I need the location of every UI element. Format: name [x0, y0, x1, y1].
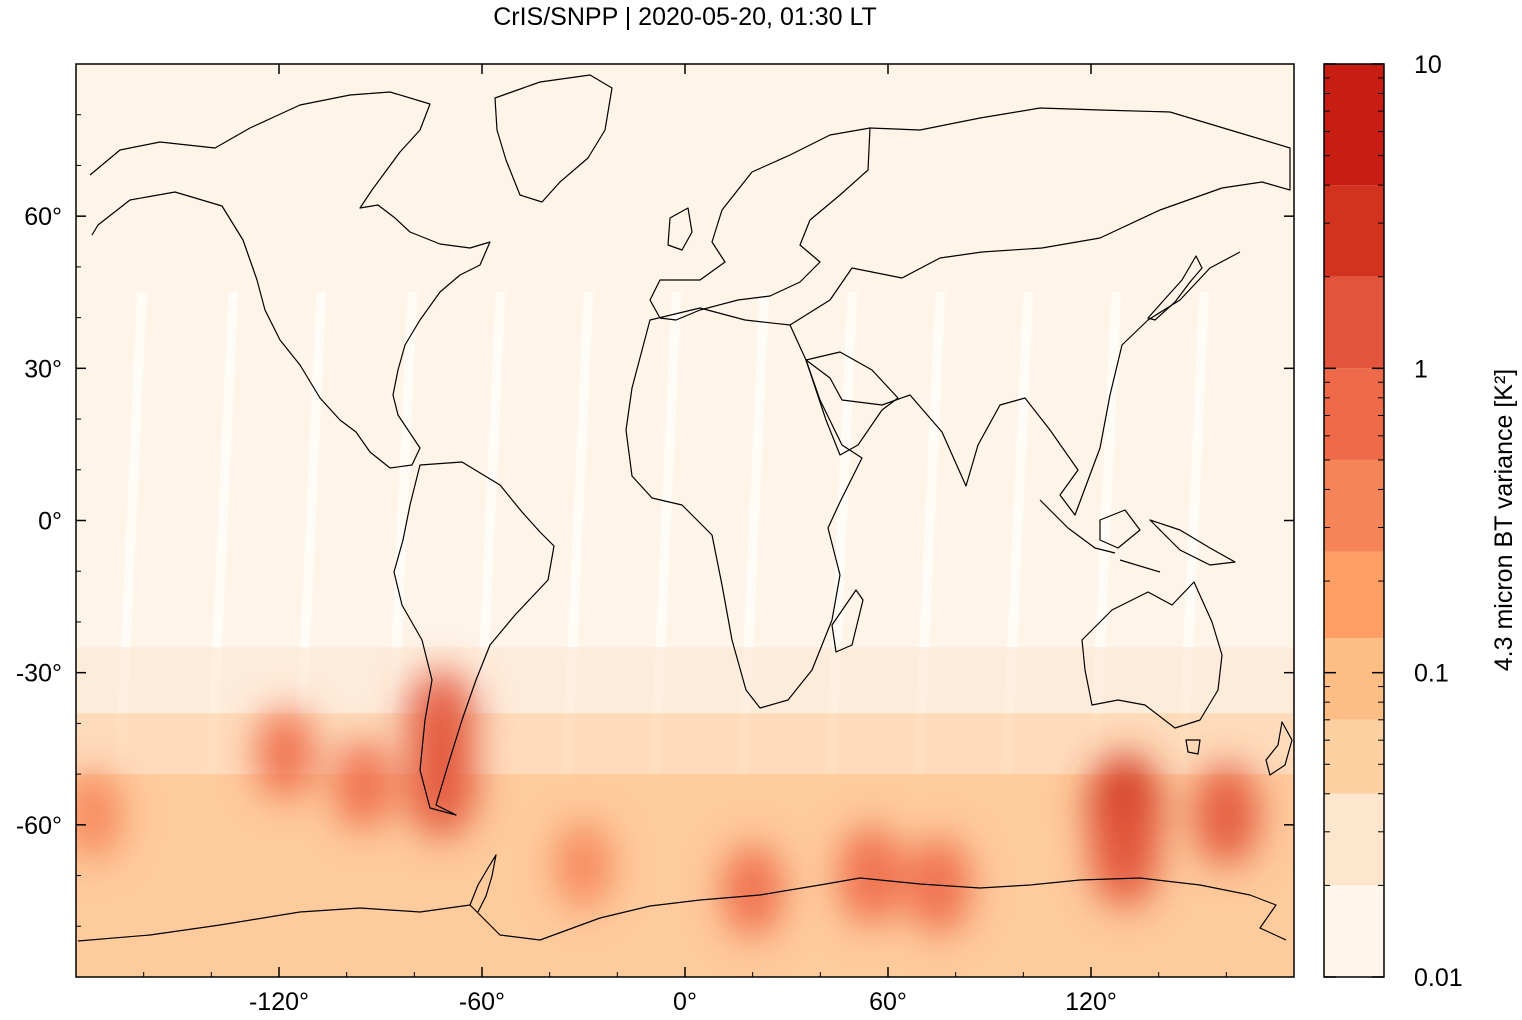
colorbar-segment — [1324, 368, 1384, 460]
coast-south-america — [393, 461, 555, 816]
coast-europe — [649, 127, 871, 321]
colorbar — [1323, 63, 1385, 978]
hotspot — [554, 821, 613, 910]
colorbar-tick-label: 0.01 — [1414, 964, 1463, 992]
y-tick-label: 60° — [24, 203, 62, 231]
colorbar-segment — [1324, 185, 1384, 277]
coast-asia — [789, 107, 1291, 516]
colorbar-segment — [1324, 551, 1384, 638]
colorbar-segment — [1324, 719, 1384, 794]
colorbar-segment — [1324, 637, 1384, 720]
colorbar-segment — [1324, 885, 1384, 977]
coast-japan — [1147, 255, 1203, 321]
hotspot — [76, 770, 123, 860]
x-tick-label: -60° — [459, 988, 505, 1016]
colorbar-tick-label: 0.1 — [1414, 660, 1449, 688]
coast-new-zealand — [1265, 721, 1293, 776]
hotspot — [1089, 802, 1160, 908]
chart-title: CrIS/SNPP | 2020-05-20, 01:30 LT — [493, 3, 877, 31]
colorbar-tick-label: 10 — [1414, 51, 1442, 79]
y-tick-label: 30° — [24, 355, 62, 383]
coast-indonesia — [1039, 499, 1236, 573]
coast-antarctic-peninsula — [469, 854, 497, 913]
coast-north-america — [89, 91, 491, 469]
x-tick-label: -120° — [249, 988, 309, 1016]
plot-area — [76, 64, 1294, 977]
coast-antarctica — [77, 877, 1287, 942]
y-tick-label: 0° — [38, 508, 62, 536]
hotspot — [333, 738, 394, 830]
hotspot — [255, 708, 316, 800]
x-tick-label: 60° — [869, 988, 907, 1016]
coast-tasmania — [1185, 739, 1201, 755]
coast-australia — [1081, 581, 1223, 729]
coast-arabia — [805, 351, 899, 456]
x-tick-label: 0° — [673, 988, 697, 1016]
hotspots — [76, 670, 1261, 938]
colorbar-segment — [1324, 276, 1384, 369]
y-tick-label: -60° — [16, 812, 62, 840]
x-tick-label: 120° — [1065, 988, 1117, 1016]
coast-great-britain — [667, 207, 693, 251]
colorbar-segment — [1324, 64, 1384, 186]
colorbar-tick-label: 1 — [1414, 355, 1428, 383]
y-axis: 60° 30° 0° -30° -60° — [16, 114, 1294, 927]
hotspot — [1192, 763, 1261, 866]
colorbar-ticks: 0.01 0.1 1 10 — [1324, 51, 1463, 992]
colorbar-segment — [1324, 793, 1384, 886]
colorbar-label: 4.3 micron BT variance [K²] — [1490, 369, 1518, 671]
coast-madagascar — [831, 589, 864, 653]
y-tick-label: -30° — [16, 660, 62, 688]
hotspot — [837, 825, 905, 926]
colorbar-segment — [1324, 459, 1384, 552]
hotspot — [721, 844, 784, 938]
coastlines — [77, 74, 1293, 942]
colorbar-frame — [1323, 63, 1385, 978]
x-axis: -120° -60° 0° 60° 120° — [143, 64, 1227, 1016]
coast-greenland — [494, 74, 613, 203]
hotspot — [405, 730, 478, 839]
